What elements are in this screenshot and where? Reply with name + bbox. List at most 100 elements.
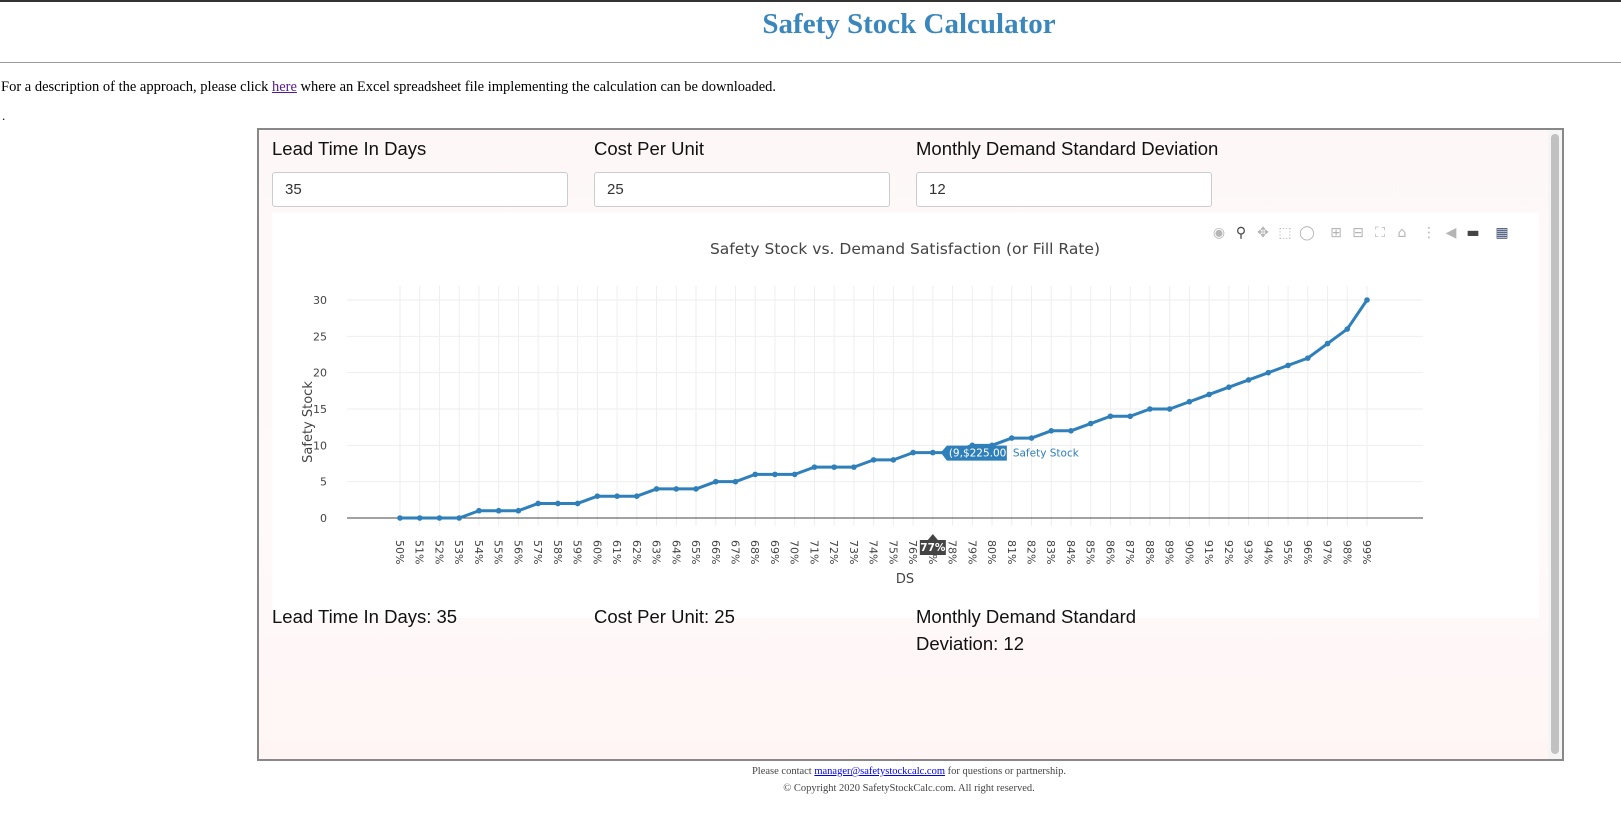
data-point[interactable] (653, 486, 660, 492)
data-point[interactable] (791, 471, 798, 478)
data-point[interactable] (1285, 362, 1291, 369)
data-point[interactable] (712, 478, 719, 485)
camera-icon[interactable]: ◉ (1212, 225, 1226, 241)
reset-axes-icon[interactable]: ⌂ (1397, 225, 1407, 241)
data-point[interactable] (614, 493, 620, 500)
data-point[interactable] (476, 507, 482, 514)
data-point[interactable] (1324, 340, 1331, 347)
x-tick-label: 63% (650, 540, 663, 564)
data-point[interactable] (910, 449, 916, 456)
data-point[interactable] (535, 500, 541, 507)
data-point[interactable] (1226, 384, 1232, 390)
zoom-in-icon[interactable]: ⊞ (1330, 225, 1342, 241)
data-point[interactable] (890, 457, 897, 463)
data-point[interactable] (555, 500, 561, 507)
data-point[interactable] (772, 471, 778, 478)
x-tick-label: 59% (571, 540, 584, 564)
data-point[interactable] (673, 486, 680, 492)
data-point[interactable] (397, 515, 403, 521)
description-link[interactable]: here (271, 79, 297, 95)
data-point[interactable] (1087, 420, 1094, 427)
pan-icon[interactable]: ✥ (1257, 225, 1269, 241)
data-point[interactable] (1166, 406, 1173, 412)
data-point[interactable] (495, 507, 502, 514)
data-point[interactable] (416, 515, 423, 521)
chart-axes: 0 5 10 15 20 25 30 50% 51% 52% 53% 54% 55% 56% 57% 58% 5… (313, 294, 1373, 564)
zoom-out-icon[interactable]: ⊟ (1352, 225, 1364, 241)
chart-modebar: ◉ ⚲ ✥ ⬚ ◯ ⊞ ⊟ ⛶ ⌂ ⋮ ◀ ▬ ▦ (272, 224, 1539, 244)
data-point[interactable] (634, 493, 640, 500)
data-point[interactable] (930, 449, 936, 456)
x-tick-label: 81% (1005, 540, 1018, 564)
data-point[interactable] (693, 486, 699, 492)
x-tick-label: 73% (847, 540, 860, 564)
chart-area[interactable]: ◉ ⚲ ✥ ⬚ ◯ ⊞ ⊟ ⛶ ⌂ ⋮ ◀ ▬ ▦ Safety Stock v… (272, 212, 1539, 618)
x-tick-label: 52% (432, 540, 445, 564)
data-point[interactable] (436, 515, 443, 521)
footer-contact-after: for questions or partnership. (945, 766, 1067, 777)
x-tick-label: 84% (1064, 540, 1077, 564)
hover-closest-icon[interactable]: ◀ (1445, 225, 1457, 241)
data-point[interactable] (831, 464, 837, 470)
x-tick-label: 69% (768, 540, 781, 564)
x-tick-label: 53% (452, 540, 465, 564)
footer-copyright: © Copyright 2020 SafetyStockCalc.com. Al… (783, 783, 1035, 794)
x-tick-label: 99% (1360, 540, 1373, 564)
x-tick-label: 85% (1084, 540, 1097, 564)
contact-email-link[interactable]: manager@safetystockcalc.com (814, 766, 945, 777)
y-tick-label: 15 (313, 403, 327, 416)
data-point[interactable] (1344, 326, 1351, 332)
data-point[interactable] (1206, 391, 1212, 398)
data-point[interactable] (1008, 435, 1015, 441)
hover-compare-icon[interactable]: ▬ (1466, 225, 1480, 241)
chart-svg: Safety Stock vs. Demand Satisfaction (or… (301, 240, 1423, 587)
data-point[interactable] (1048, 428, 1055, 434)
frame-scrollbar[interactable] (1548, 130, 1562, 759)
y-tick-label: 30 (313, 294, 327, 307)
data-point[interactable] (1147, 406, 1153, 412)
plotly-logo-icon[interactable]: ▦ (1495, 225, 1509, 241)
data-point[interactable] (1107, 413, 1114, 420)
data-point[interactable] (752, 471, 759, 478)
data-point[interactable] (732, 478, 739, 485)
result-std-dev: Monthly Demand Standard Deviation: 12 (916, 606, 1137, 654)
x-tick-label: 56% (511, 540, 524, 564)
data-point[interactable] (1127, 413, 1133, 420)
spike-lines-icon[interactable]: ⋮ (1422, 225, 1436, 241)
x-tick-label: 57% (531, 540, 544, 564)
x-tick-label: 65% (689, 540, 702, 564)
intro-after: where an Excel spreadsheet file implemen… (296, 79, 777, 95)
y-tick-label: 5 (320, 476, 327, 489)
data-point[interactable] (1245, 377, 1252, 383)
x-tick-label: 67% (728, 540, 741, 564)
lasso-select-icon[interactable]: ◯ (1299, 225, 1315, 241)
cost-per-unit-input[interactable] (594, 172, 890, 207)
data-point[interactable] (1265, 369, 1272, 376)
data-point[interactable] (870, 457, 877, 463)
data-point[interactable] (811, 464, 818, 470)
x-tick-label: 87% (1123, 540, 1136, 564)
data-point[interactable] (1364, 297, 1370, 303)
x-tick-label: 71% (807, 540, 820, 564)
x-tick-label: 89% (1163, 540, 1176, 564)
data-point[interactable] (515, 507, 522, 514)
data-point[interactable] (851, 464, 857, 470)
data-point[interactable] (1028, 435, 1035, 441)
y-tick-label: 10 (313, 439, 327, 452)
autoscale-icon[interactable]: ⛶ (1375, 225, 1385, 241)
y-tick-label: 25 (313, 330, 327, 343)
lead-time-input[interactable] (272, 172, 568, 207)
data-point[interactable] (1186, 398, 1193, 405)
zoom-icon[interactable]: ⚲ (1235, 225, 1247, 241)
y-axis-title: Safety Stock (301, 381, 316, 463)
scrollbar-thumb[interactable] (1551, 134, 1559, 754)
data-point[interactable] (1068, 428, 1074, 434)
data-point[interactable] (456, 515, 463, 521)
data-point[interactable] (594, 493, 601, 500)
box-select-icon[interactable]: ⬚ (1278, 225, 1292, 241)
hover-value-box (940, 445, 1007, 461)
data-point[interactable] (1304, 355, 1311, 361)
data-point[interactable] (574, 500, 581, 507)
std-dev-input[interactable] (916, 172, 1212, 207)
calculator-frame[interactable]: Lead Time In Days Cost Per Unit Monthly … (257, 128, 1564, 761)
